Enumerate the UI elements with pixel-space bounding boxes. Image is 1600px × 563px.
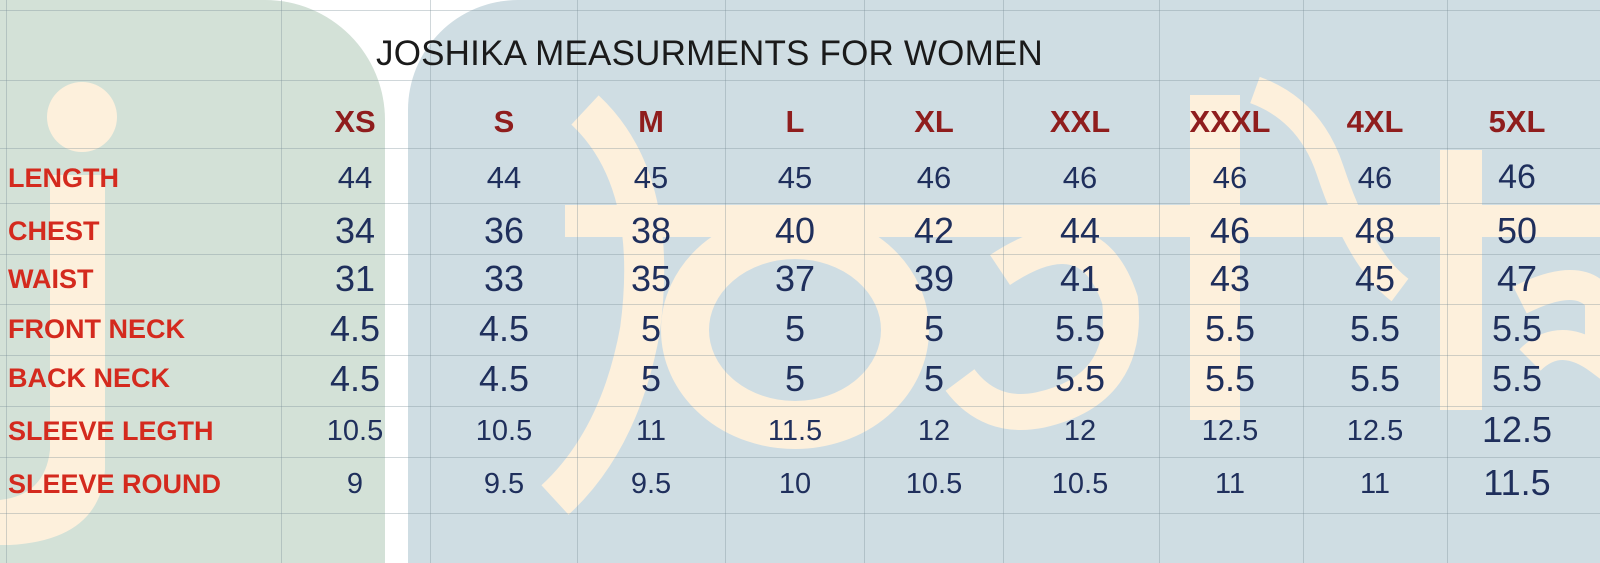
table-cell: 9.5 xyxy=(630,468,672,500)
table-cell: 9.5 xyxy=(483,468,525,500)
table-cell: 46 xyxy=(1212,160,1248,195)
size-header-4xl: 4XL xyxy=(1346,104,1404,139)
table-cell: 33 xyxy=(483,258,525,299)
row-label-waist: WAIST xyxy=(8,264,94,294)
table-cell: 5.5 xyxy=(1204,358,1256,399)
table-cell: 5 xyxy=(923,308,945,349)
size-header-xl: XL xyxy=(914,104,954,139)
table-cell: 5 xyxy=(923,358,945,399)
row-label-length: LENGTH xyxy=(8,163,119,193)
table-cell: 46 xyxy=(1357,160,1393,195)
size-header-5xl: 5XL xyxy=(1488,104,1546,139)
table-cell: 38 xyxy=(630,210,672,251)
table-cell: 5 xyxy=(784,358,806,399)
table-cell: 12 xyxy=(917,415,951,447)
table-cell: 4.5 xyxy=(329,358,381,399)
table-cell: 37 xyxy=(774,258,816,299)
table-cell: 12.5 xyxy=(1201,415,1259,447)
table-cell: 11.5 xyxy=(767,415,823,447)
size-header-xxxl: XXXL xyxy=(1189,104,1271,139)
table-cell: 46 xyxy=(1209,210,1251,251)
size-header-l: L xyxy=(785,104,805,139)
table-cell: 50 xyxy=(1496,210,1538,251)
table-cell: 10.5 xyxy=(475,415,533,447)
table-cell: 5.5 xyxy=(1054,358,1106,399)
row-label-sleeve-round: SLEEVE ROUND xyxy=(8,469,222,499)
table-cell: 10.5 xyxy=(326,415,384,447)
table-cell: 34 xyxy=(334,210,376,251)
table-cell: 9 xyxy=(346,468,364,500)
table-cell: 11 xyxy=(635,415,667,447)
row-label-chest: CHEST xyxy=(8,216,100,246)
table-cell: 5 xyxy=(640,358,662,399)
table-cell: 31 xyxy=(334,258,376,299)
table-cell: 40 xyxy=(774,210,816,251)
table-cell: 48 xyxy=(1354,210,1396,251)
table-cell: 47 xyxy=(1496,258,1538,299)
table-cell: 4.5 xyxy=(329,308,381,349)
table-cell: 39 xyxy=(913,258,955,299)
table-cell: 10.5 xyxy=(1051,468,1109,500)
page-title: JOSHIKA MEASURMENTS FOR WOMEN xyxy=(376,34,1043,73)
table-cell: 44 xyxy=(1059,210,1101,251)
table-cell: 46 xyxy=(1062,160,1098,195)
table-cell: 4.5 xyxy=(478,308,530,349)
table-cell: 45 xyxy=(633,160,669,195)
table-cell: 5 xyxy=(784,308,806,349)
table-cell: 10 xyxy=(778,468,812,500)
table-cell: 4.5 xyxy=(478,358,530,399)
table-cell: 44 xyxy=(486,160,522,195)
table-cell: 5.5 xyxy=(1204,308,1256,349)
table-cell: 5.5 xyxy=(1491,358,1543,399)
size-header-m: M xyxy=(638,104,664,139)
table-cell: 45 xyxy=(1354,258,1396,299)
size-header-xxl: XXL xyxy=(1049,104,1111,139)
table-cell: 5.5 xyxy=(1349,308,1401,349)
table-cell: 45 xyxy=(777,160,813,195)
size-header-s: S xyxy=(493,104,515,139)
table-cell: 44 xyxy=(337,160,373,195)
row-label-front-neck: FRONT NECK xyxy=(8,314,185,344)
table-cell: 12 xyxy=(1063,415,1097,447)
table-cell: 43 xyxy=(1209,258,1251,299)
table-cell: 5.5 xyxy=(1491,308,1543,349)
table-cell: 46 xyxy=(916,160,952,195)
table-cell: 5 xyxy=(640,308,662,349)
size-header-xs: XS xyxy=(334,104,376,139)
table-cell: 41 xyxy=(1059,258,1101,299)
table-cell: 5.5 xyxy=(1054,308,1106,349)
table-cell: 36 xyxy=(483,210,525,251)
table-cell: 46 xyxy=(1498,158,1536,196)
table-cell: 10.5 xyxy=(905,468,963,500)
table-cell: 5.5 xyxy=(1349,358,1401,399)
table-cell: 12.5 xyxy=(1481,409,1553,450)
row-label-back-neck: BACK NECK xyxy=(8,363,170,393)
table-cell: 11 xyxy=(1214,468,1246,500)
table-cell: 35 xyxy=(630,258,672,299)
table-cell: 12.5 xyxy=(1346,415,1404,447)
row-label-sleeve-length: SLEEVE LEGTH xyxy=(8,416,214,446)
table-cell: 11.5 xyxy=(1483,462,1551,503)
table-cell: 11 xyxy=(1359,468,1391,500)
table-cell: 42 xyxy=(913,210,955,251)
